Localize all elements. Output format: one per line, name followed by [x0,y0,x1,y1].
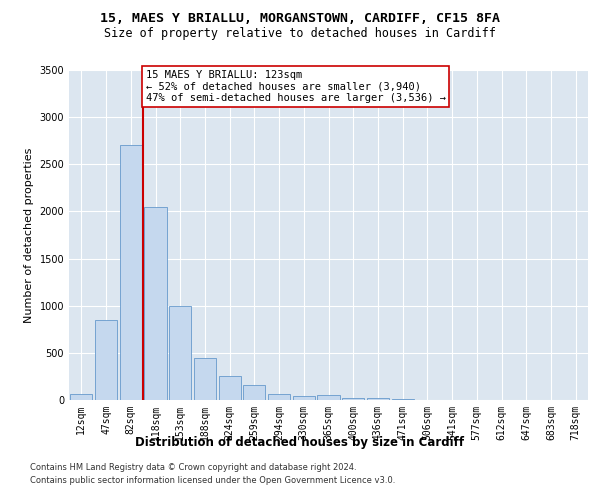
Text: 15, MAES Y BRIALLU, MORGANSTOWN, CARDIFF, CF15 8FA: 15, MAES Y BRIALLU, MORGANSTOWN, CARDIFF… [100,12,500,26]
Bar [268,394,290,400]
Text: Distribution of detached houses by size in Cardiff: Distribution of detached houses by size … [136,436,464,449]
Bar [169,306,191,400]
Text: 15 MAES Y BRIALLU: 123sqm
← 52% of detached houses are smaller (3,940)
47% of se: 15 MAES Y BRIALLU: 123sqm ← 52% of detac… [146,70,446,103]
Bar [95,320,117,400]
Text: Contains public sector information licensed under the Open Government Licence v3: Contains public sector information licen… [30,476,395,485]
Bar [194,358,216,400]
Bar [317,396,340,400]
Bar [293,396,315,400]
Bar [367,398,389,400]
Text: Size of property relative to detached houses in Cardiff: Size of property relative to detached ho… [104,28,496,40]
Bar [243,385,265,400]
Bar [145,206,167,400]
Bar [70,394,92,400]
Bar [342,398,364,400]
Bar [218,376,241,400]
Bar [392,399,414,400]
Bar [119,146,142,400]
Y-axis label: Number of detached properties: Number of detached properties [24,148,34,322]
Text: Contains HM Land Registry data © Crown copyright and database right 2024.: Contains HM Land Registry data © Crown c… [30,464,356,472]
